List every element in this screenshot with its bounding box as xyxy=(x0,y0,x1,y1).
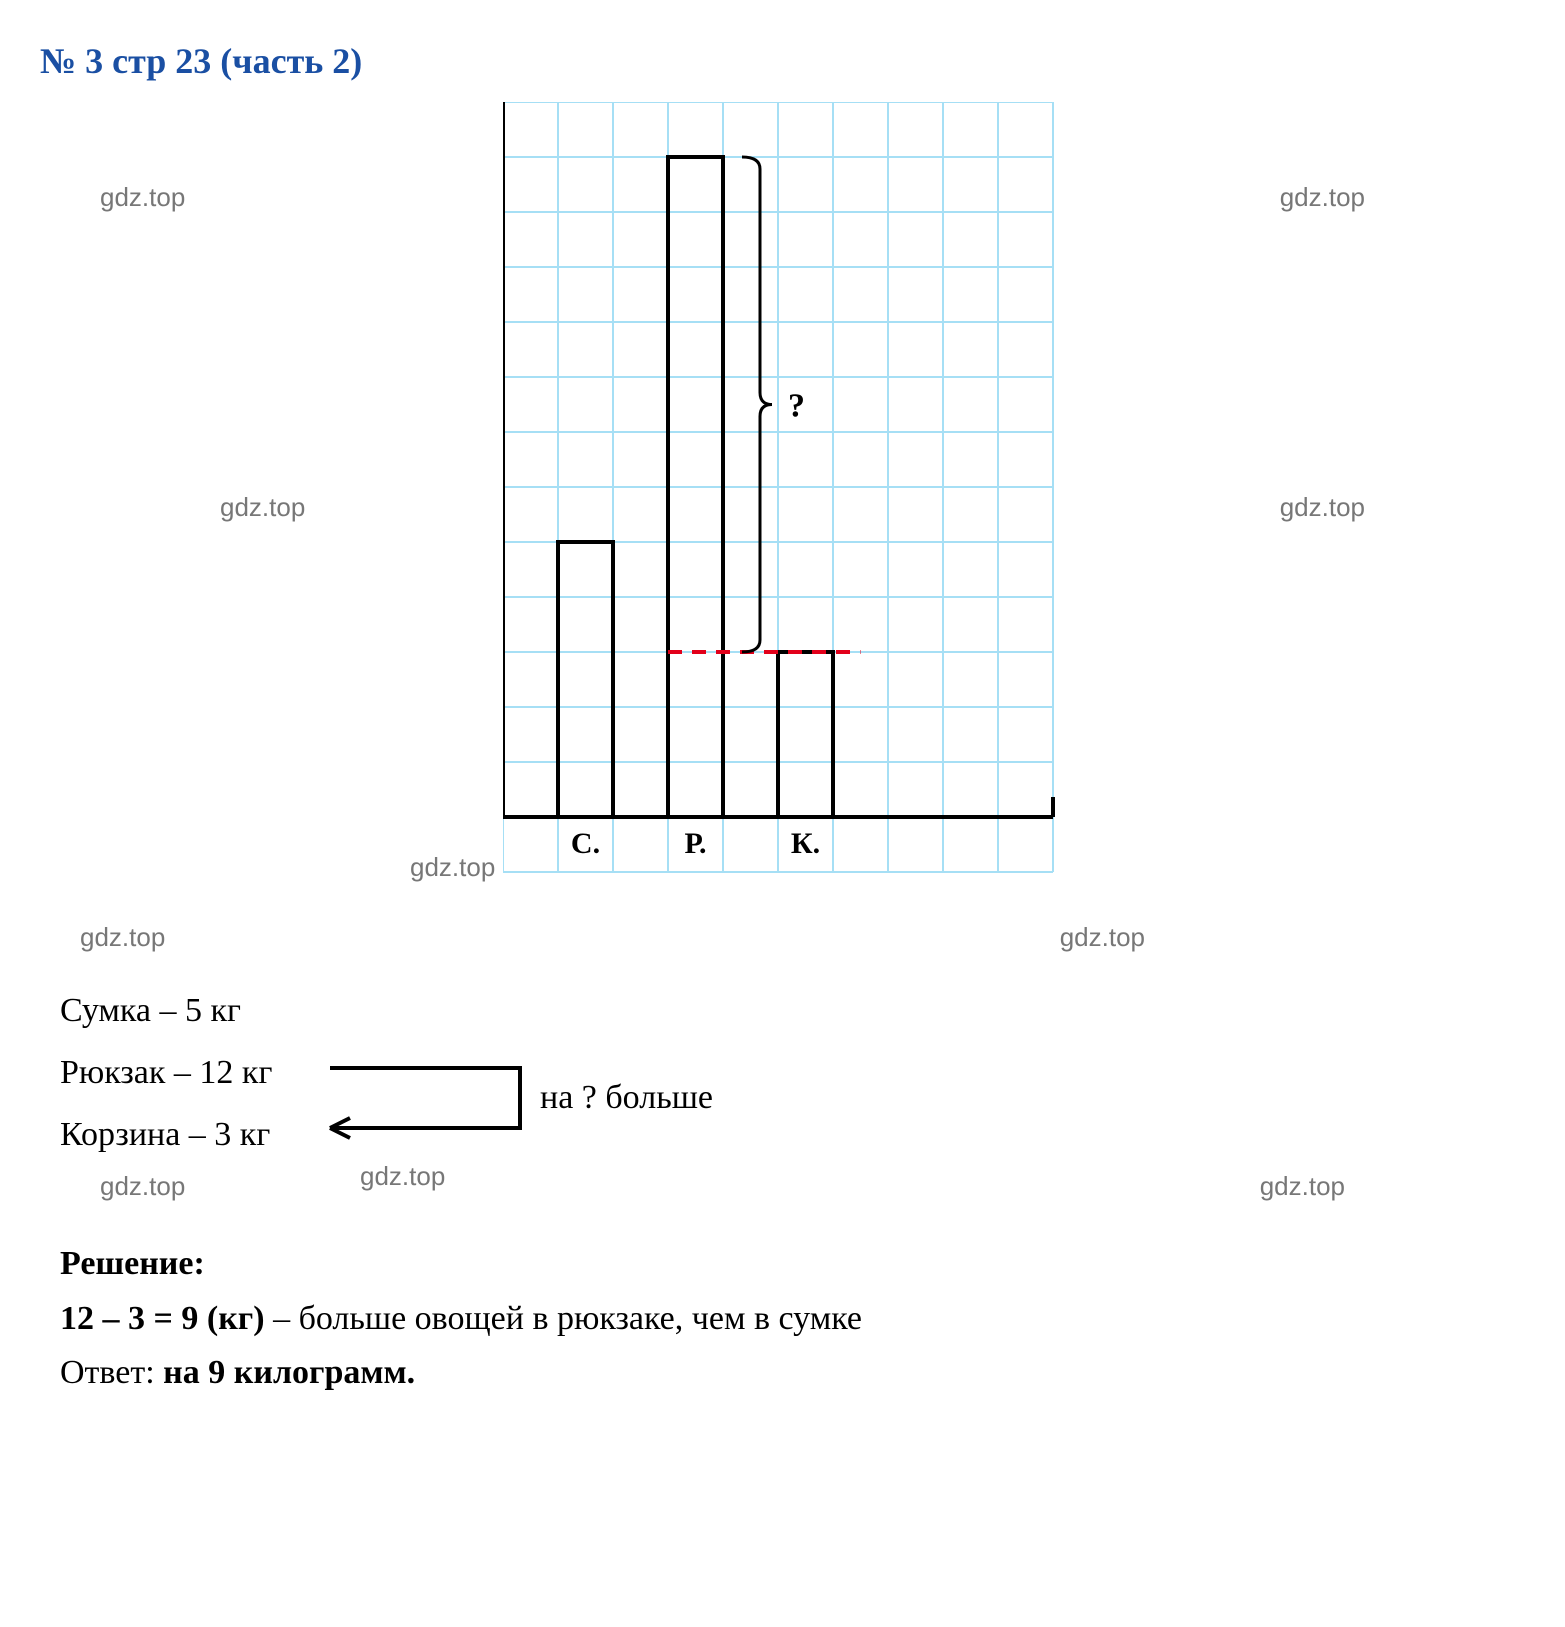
bar-label: К. xyxy=(790,827,819,860)
watermark: gdz.top xyxy=(1280,492,1365,523)
solution-expr: 12 – 3 = 9 (кг) xyxy=(60,1300,265,1337)
answer-label: Ответ: xyxy=(60,1354,155,1391)
solution-explain: – больше овощей в рюкзаке, чем в сумке xyxy=(265,1300,862,1337)
watermark: gdz.top xyxy=(1280,182,1365,213)
given-data: Сумка – 5 кг Рюкзак – 12 кг Корзина – 3 … xyxy=(60,982,1525,1163)
diff-label: на ? больше xyxy=(540,1079,713,1116)
watermark: gdz.top xyxy=(80,922,165,953)
bar-label: Р. xyxy=(684,827,706,860)
page-title: № 3 стр 23 (часть 2) xyxy=(40,40,1525,82)
brace-question: ? xyxy=(788,388,805,425)
watermark: gdz.top xyxy=(1060,922,1145,953)
bar-chart: С. Р. К.? xyxy=(503,102,1063,922)
diff-bracket: на ? больше xyxy=(320,1038,880,1178)
watermark: gdz.top xyxy=(1260,1171,1345,1202)
watermark: gdz.top xyxy=(220,492,305,523)
watermark: gdz.top xyxy=(100,1171,185,1202)
bar-label: С. xyxy=(570,827,599,860)
given-line: Сумка – 5 кг xyxy=(60,982,1525,1040)
solution-heading: Решение: xyxy=(60,1237,1525,1291)
watermark: gdz.top xyxy=(410,852,495,883)
watermark: gdz.top xyxy=(100,182,185,213)
solution-block: Решение: 12 – 3 = 9 (кг) – больше овощей… xyxy=(60,1237,1525,1400)
answer-value: на 9 килограмм. xyxy=(155,1354,416,1391)
chart-area: gdz.top gdz.top gdz.top gdz.top gdz.top … xyxy=(40,102,1525,922)
